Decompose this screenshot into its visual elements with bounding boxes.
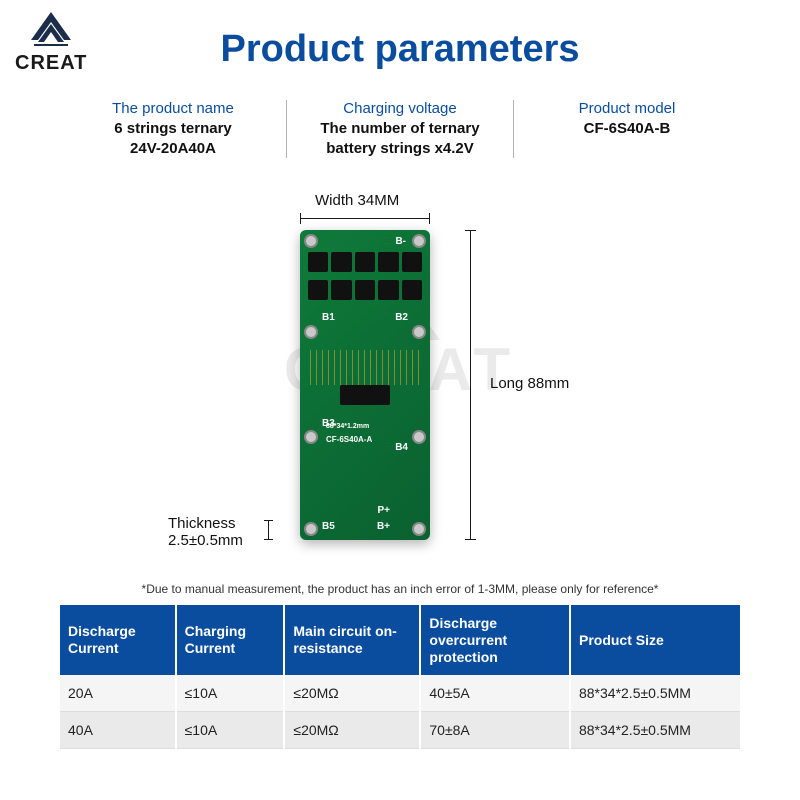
brand-logo: CREAT [15,10,87,75]
parameters-table: Discharge CurrentCharging CurrentMain ci… [60,605,740,749]
spec-product-name: The product name 6 strings ternary 24V-2… [60,100,286,158]
table-cell: ≤20MΩ [284,675,420,712]
pcb-pad [304,522,318,536]
spec-label: Charging voltage [297,100,503,117]
table-cell: ≤10A [176,675,285,712]
spec-charging-voltage: Charging voltage The number of ternary b… [286,100,514,158]
silk-model: CF-6S40A-A [326,435,372,444]
table-cell: 20A [60,675,176,712]
silk-b1: B1 [322,312,335,323]
pcb-pad [304,234,318,248]
measurement-note: *Due to manual measurement, the product … [60,582,740,596]
table-header-cell: Discharge Current [60,605,176,675]
table-cell: ≤20MΩ [284,712,420,749]
thickness-value: 2.5±0.5mm [168,532,243,549]
table-header-cell: Discharge overcurrent protection [420,605,570,675]
silk-b4: B4 [395,442,408,453]
pcb-pad [412,522,426,536]
thickness-dimension-line [268,520,269,540]
silk-p-pos: P+ [377,505,390,516]
spec-label: Product model [524,100,730,117]
table-cell: 70±8A [420,712,570,749]
length-label: Long 88mm [490,375,569,392]
spec-value: 24V-20A40A [70,139,276,159]
table-cell: 40A [60,712,176,749]
spec-row: The product name 6 strings ternary 24V-2… [60,100,740,158]
pcb-pad [304,325,318,339]
silk-dim: 88*34*1.2mm [326,423,369,430]
page-title: Product parameters [220,28,579,71]
silk-b-neg: B- [395,236,406,247]
table-cell: ≤10A [176,712,285,749]
table-header-cell: Product Size [570,605,740,675]
pcb-chip-row [308,280,422,300]
silk-b-pos: B+ [377,521,390,532]
brand-name: CREAT [15,52,87,75]
silk-b5: B5 [322,521,335,532]
pcb-traces [310,350,420,385]
pcb-pad [412,234,426,248]
spec-value: battery strings x4.2V [297,139,503,159]
spec-value: The number of ternary [297,119,503,139]
table-cell: 88*34*2.5±0.5MM [570,712,740,749]
width-dimension-line [300,218,430,219]
silk-b2: B2 [395,312,408,323]
spec-value: CF-6S40A-B [524,119,730,139]
table-cell: 88*34*2.5±0.5MM [570,675,740,712]
table-header-row: Discharge CurrentCharging CurrentMain ci… [60,605,740,675]
table-header-cell: Charging Current [176,605,285,675]
brand-logo-mark [26,10,76,50]
table-row: 20A≤10A≤20MΩ40±5A88*34*2.5±0.5MM [60,675,740,712]
spec-value: 6 strings ternary [70,119,276,139]
width-label: Width 34MM [315,192,399,209]
pcb-pad [412,430,426,444]
pcb-ic [340,385,390,405]
pcb-chip-row [308,252,422,272]
thickness-caption: Thickness [168,515,236,532]
pcb-pad [304,430,318,444]
spec-label: The product name [70,100,276,117]
pcb-pad [412,325,426,339]
spec-product-model: Product model CF-6S40A-B [514,100,740,158]
dimension-diagram: Width 34MM Long 88mm Thickness 2.5±0.5mm… [0,180,800,580]
table-cell: 40±5A [420,675,570,712]
pcb-illustration: B- B1 B2 B3 B4 B5 B+ P+ 88*34*1.2mm CF-6… [300,230,430,540]
table-header-cell: Main circuit on-resistance [284,605,420,675]
thickness-label: Thickness 2.5±0.5mm [168,515,243,549]
length-dimension-line [470,230,471,540]
table-row: 40A≤10A≤20MΩ70±8A88*34*2.5±0.5MM [60,712,740,749]
